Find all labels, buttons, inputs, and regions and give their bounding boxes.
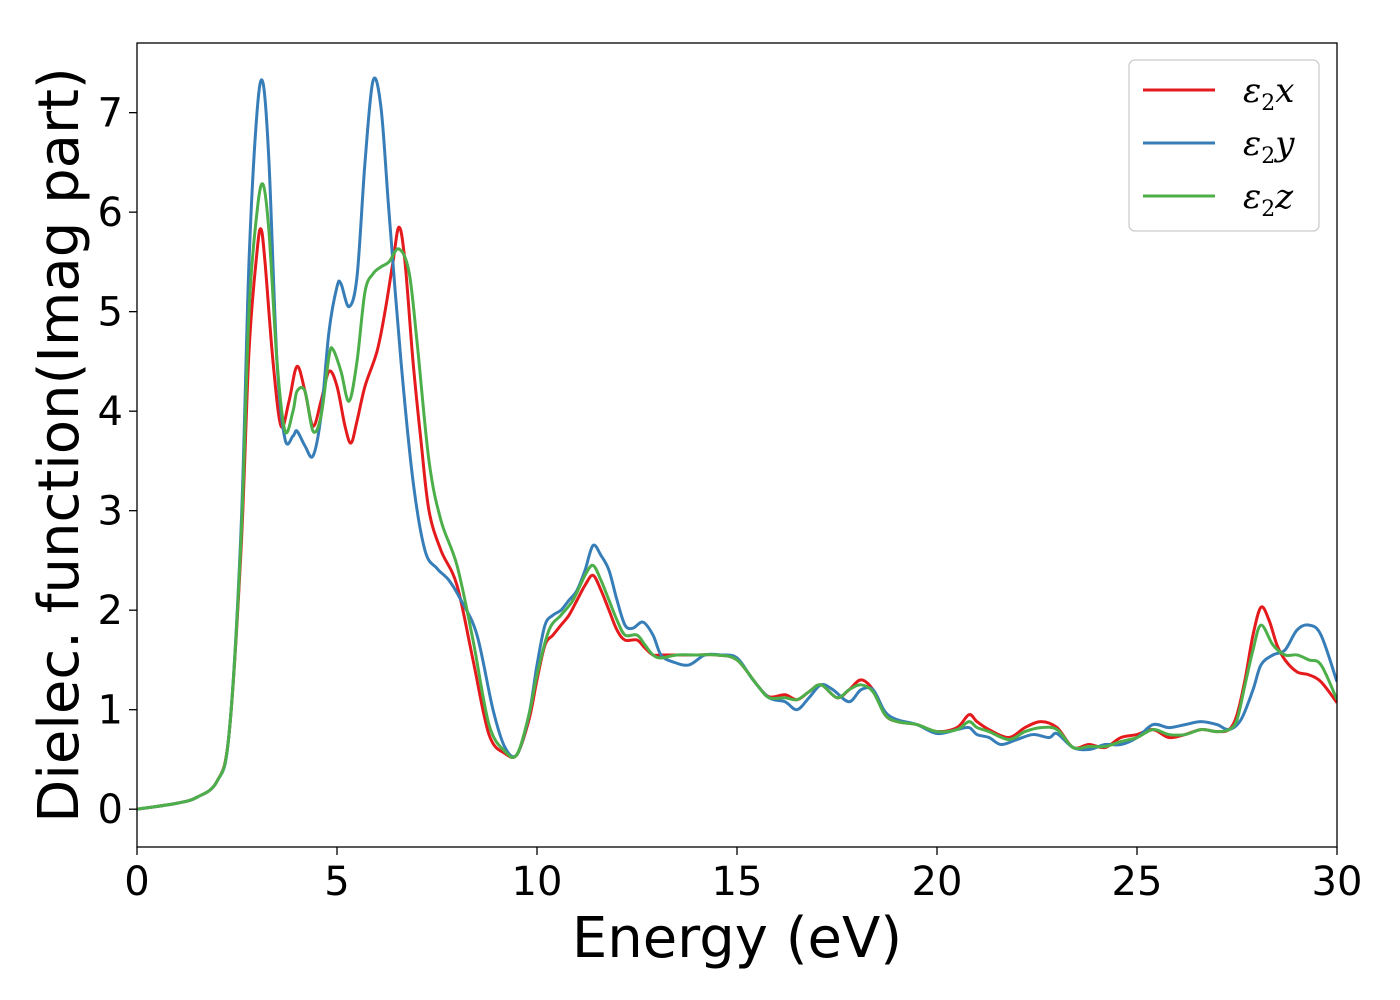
legend-label-e2z-var: z bbox=[1274, 177, 1294, 217]
legend-label-e2y-sub: 2 bbox=[1261, 144, 1275, 169]
legend-label-e2z-sub: 2 bbox=[1261, 197, 1275, 222]
y-axis-label: Dielec. function(Imag part) bbox=[27, 67, 92, 823]
y-tick-label: 3 bbox=[98, 489, 123, 535]
y-axis: 0 1 2 3 4 5 6 7 bbox=[98, 91, 137, 833]
x-tick-label: 25 bbox=[1112, 859, 1163, 905]
legend: ε2x ε2y ε2z bbox=[1128, 59, 1320, 232]
x-axis: 0 5 10 15 20 25 30 bbox=[124, 847, 1362, 905]
legend-label-e2x: ε2x bbox=[1243, 71, 1294, 116]
x-tick-label: 20 bbox=[912, 859, 963, 905]
legend-label-e2y-base: ε bbox=[1243, 124, 1261, 164]
legend-label-e2x-sub: 2 bbox=[1261, 91, 1275, 116]
x-axis-label: Energy (eV) bbox=[572, 906, 902, 971]
legend-label-e2z: ε2z bbox=[1243, 177, 1294, 222]
y-tick-label: 0 bbox=[98, 787, 123, 833]
legend-label-e2y: ε2y bbox=[1243, 124, 1295, 169]
y-tick-label: 5 bbox=[98, 290, 123, 336]
y-tick-label: 1 bbox=[98, 688, 123, 734]
legend-label-e2y-var: y bbox=[1273, 124, 1295, 164]
y-tick-label: 6 bbox=[98, 190, 123, 236]
y-tick-label: 7 bbox=[98, 91, 123, 137]
legend-box bbox=[1128, 59, 1320, 232]
series-layer bbox=[137, 76, 1337, 811]
x-tick-label: 15 bbox=[712, 859, 763, 905]
x-tick-label: 5 bbox=[324, 859, 349, 905]
legend-label-e2z-base: ε bbox=[1243, 177, 1261, 217]
legend-label-e2x-var: x bbox=[1275, 71, 1294, 111]
x-tick-label: 0 bbox=[124, 859, 149, 905]
legend-label-e2x-base: ε bbox=[1243, 71, 1261, 111]
y-tick-label: 4 bbox=[98, 389, 123, 435]
series-line-e2x bbox=[137, 225, 1337, 811]
y-tick-label: 2 bbox=[98, 588, 123, 634]
series-line-e2z bbox=[137, 182, 1337, 811]
x-tick-label: 30 bbox=[1312, 859, 1363, 905]
x-tick-label: 10 bbox=[512, 859, 563, 905]
